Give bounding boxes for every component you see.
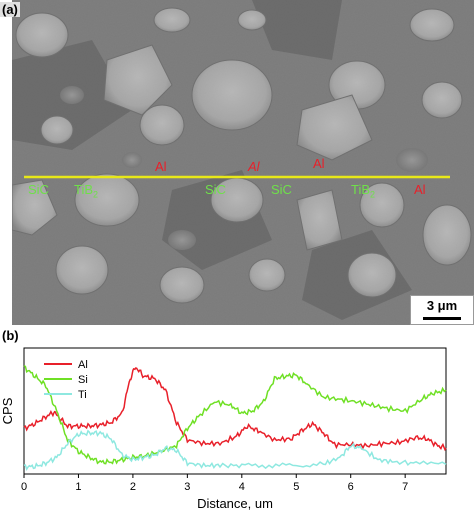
x-tick-label: 3: [184, 481, 190, 493]
sem-micrograph: (a) Al Al Al SiC TiB2 SiC SiC TiB2 Al 3 …: [0, 0, 474, 325]
panel-a-label: (a): [0, 2, 20, 17]
legend: Al Si Ti: [44, 359, 88, 401]
x-tick-label: 1: [75, 481, 81, 493]
series-line-al: [23, 367, 447, 452]
phase-label-al: Al: [414, 182, 426, 197]
phase-label-sic: SiC: [28, 182, 49, 197]
x-axis: 0 1 2 3 4 5 6 7: [21, 474, 408, 493]
eds-line-scan-chart: 0 1 2 3 4 5 6 7 Al Si Ti Distance, um CPS: [0, 347, 447, 511]
x-tick-label: 2: [130, 481, 136, 493]
phase-label-tib2: TiB2: [74, 182, 99, 200]
series-line-ti: [23, 429, 447, 471]
scale-bar: 3 μm: [410, 295, 474, 325]
legend-label-si: Si: [78, 374, 88, 386]
x-axis-title: Distance, um: [197, 496, 273, 511]
y-axis-title: CPS: [0, 397, 15, 424]
x-tick-label: 6: [348, 481, 354, 493]
series-line-si: [23, 364, 447, 465]
scale-bar-label: 3 μm: [426, 298, 458, 313]
x-tick-label: 7: [402, 481, 408, 493]
series-lines: [23, 364, 447, 471]
phase-label-sic: SiC: [271, 182, 292, 197]
scale-bar-line: [423, 317, 461, 320]
x-tick-label: 5: [293, 481, 299, 493]
legend-label-al: Al: [78, 359, 88, 371]
legend-label-ti: Ti: [78, 389, 87, 401]
x-tick-label: 4: [239, 481, 245, 493]
phase-label-tib2: TiB2: [351, 182, 376, 200]
plot-frame: [23, 347, 447, 475]
phase-label-al: Al: [248, 159, 260, 174]
phase-label-al: Al: [155, 159, 167, 174]
phase-label-al: Al: [313, 156, 325, 171]
phase-label-sic: SiC: [205, 182, 226, 197]
panel-b-label: (b): [2, 328, 19, 343]
x-tick-label: 0: [21, 481, 27, 493]
sem-image: [12, 0, 474, 325]
